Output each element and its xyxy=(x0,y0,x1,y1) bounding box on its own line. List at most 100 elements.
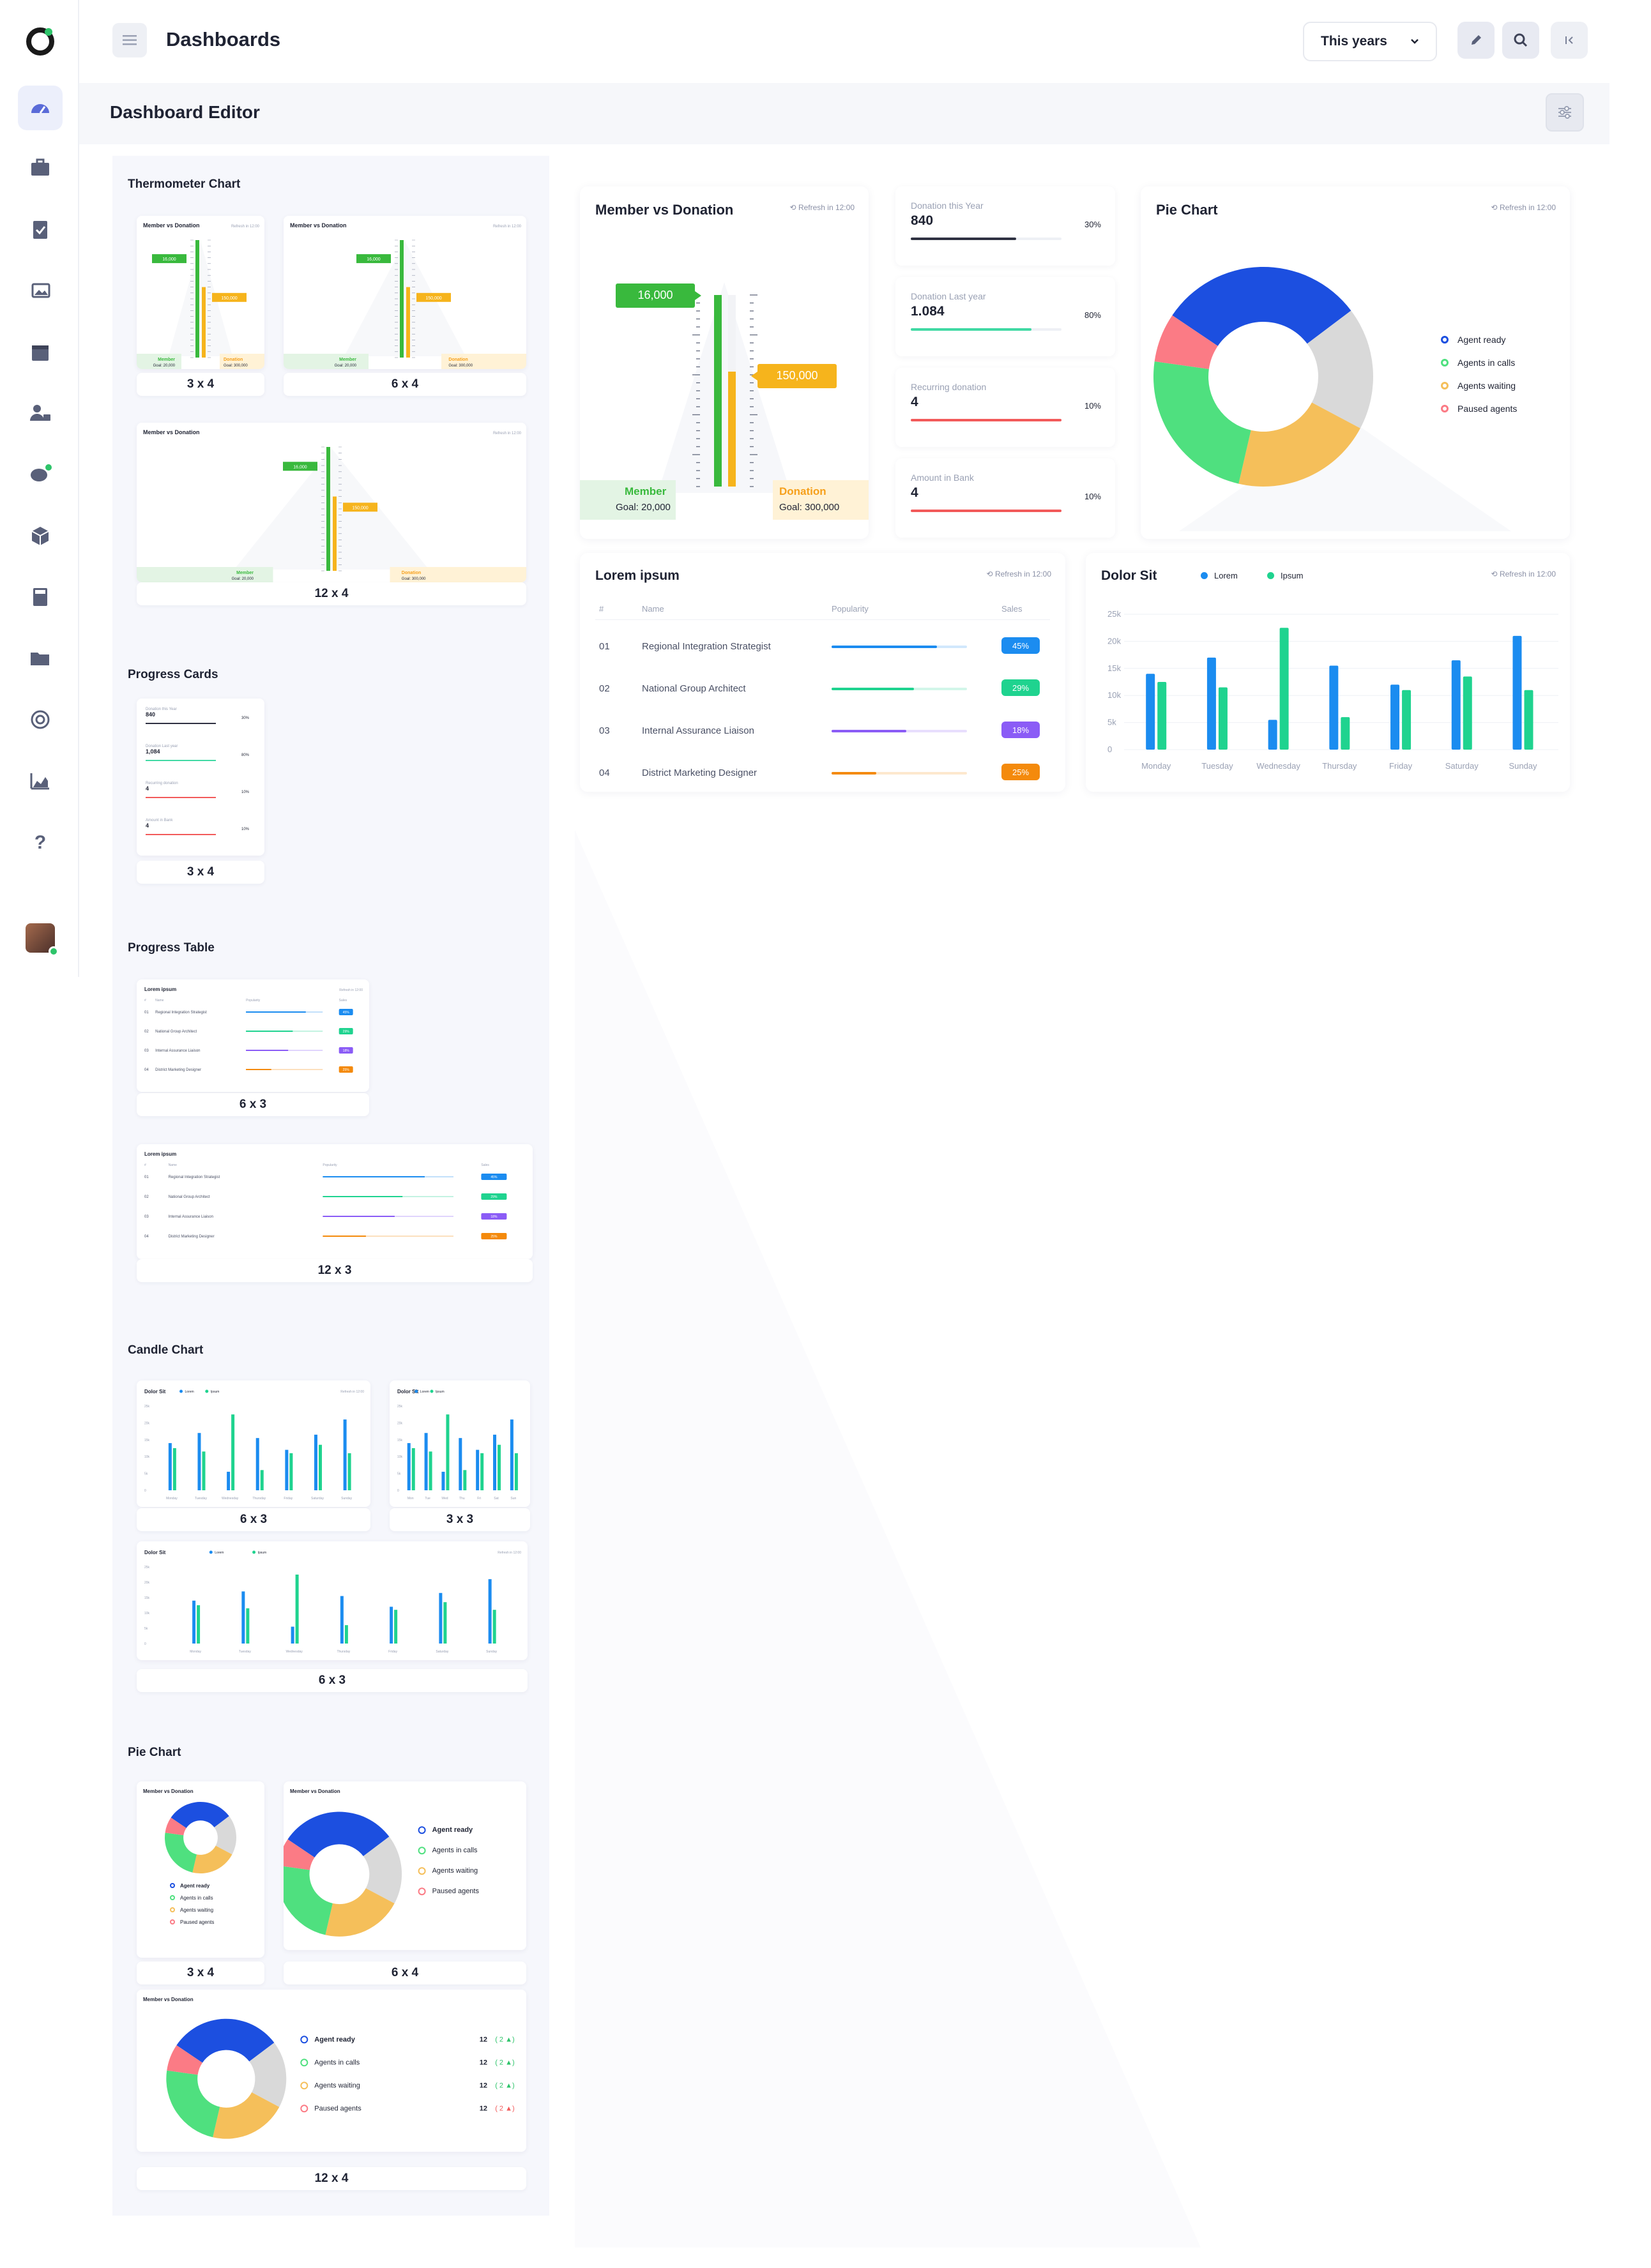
section-thermometer-chart: Thermometer Chart xyxy=(128,178,241,191)
avatar[interactable] xyxy=(26,923,59,956)
sidebar-item-gallery[interactable] xyxy=(18,268,63,313)
table-row[interactable]: 02 National Group Architect 29% xyxy=(599,678,1046,704)
progress-card[interactable]: Donation this Year 840 30% xyxy=(895,186,1115,266)
progress-card[interactable]: Amount in Bank 4 10% xyxy=(895,458,1115,538)
collapse-panel-button[interactable] xyxy=(1551,22,1588,59)
year-selector[interactable]: This years xyxy=(1303,22,1437,61)
thumb-thermometer-12x4[interactable]: Member vs Donation Refresh in 12:00 16,000… xyxy=(137,423,526,582)
x-tick-label: Sunday xyxy=(1509,761,1537,771)
sidebar-item-calendar[interactable] xyxy=(18,329,63,374)
search-button[interactable] xyxy=(1502,22,1539,59)
section-progress-cards: Progress Cards xyxy=(128,668,218,681)
thumb-candle-6x3[interactable]: Dolor Sit Lorem Ipsum Refresh in 12:00 25k 20… xyxy=(137,1380,370,1507)
bar-chart-widget[interactable]: Dolor Sit Lorem Ipsum ⟲ Refresh in 12:00… xyxy=(1086,553,1570,792)
thumb-x-tick: Mon xyxy=(407,1497,414,1501)
donation-goal: Goal: 300,000 xyxy=(779,502,840,513)
row-name: Regional Integration Strategist xyxy=(642,641,771,652)
thumb-progress-cards-3x4[interactable]: Donation this Year 840 30% Donation Last ye… xyxy=(137,699,264,856)
thermometer-widget[interactable]: Member vs Donation ⟲ Refresh in 12:00 16… xyxy=(580,186,869,539)
thumb-x-tick: Friday xyxy=(284,1497,293,1501)
thumb-legend: Lorem xyxy=(185,1390,194,1394)
thumb-x-tick: Tuesday xyxy=(239,1650,251,1654)
sidebar-item-chat[interactable] xyxy=(18,452,63,497)
progress-table-widget[interactable]: Lorem ipsum ⟲ Refresh in 12:00 # Name Po… xyxy=(580,553,1065,792)
progress-card[interactable]: Donation Last year 1.084 80% xyxy=(895,277,1115,356)
bar-chart-refresh[interactable]: ⟲ Refresh in 12:00 xyxy=(1491,570,1556,578)
col-num: # xyxy=(599,604,604,614)
thumb-candle-3x3[interactable]: Dolor Sit Lorem Ipsum 25k 20k 15k 10k 5k 0 Mon Tue… xyxy=(390,1380,530,1507)
thumb-title: Member vs Donation xyxy=(290,1788,340,1794)
table-row[interactable]: 01 Regional Integration Strategist 45% xyxy=(599,636,1046,662)
menu-toggle-button[interactable] xyxy=(112,23,147,57)
sidebar-item-clipboard[interactable] xyxy=(18,207,63,252)
thumb-size-label: 6 x 3 xyxy=(137,1093,369,1116)
sidebar-item-target[interactable] xyxy=(18,697,63,742)
pie-chart-refresh[interactable]: ⟲ Refresh in 12:00 xyxy=(1491,203,1556,212)
sidebar-item-box[interactable] xyxy=(18,513,63,558)
thumb-y-tick: 20k xyxy=(144,1421,150,1425)
progress-card[interactable]: Recurring donation 4 10% xyxy=(895,368,1115,447)
y-tick-label: 0 xyxy=(1107,745,1112,754)
edit-button[interactable] xyxy=(1457,22,1495,59)
thumb-legend: Lorem xyxy=(215,1551,224,1555)
x-tick-label: Thursday xyxy=(1322,761,1357,771)
progress-card-bar xyxy=(911,238,1061,240)
member-value: 16,000 xyxy=(637,289,673,301)
thumb-legend-label: Paused agents xyxy=(180,1919,214,1925)
bar xyxy=(1146,674,1155,750)
sidebar-item-users[interactable] xyxy=(18,391,63,435)
thermometer-refresh[interactable]: ⟲ Refresh in 12:00 xyxy=(790,203,855,212)
thumb-row-name: National Group Architect xyxy=(155,1030,197,1034)
table-row[interactable]: 04 District Marketing Designer 25% xyxy=(599,762,1046,788)
pie-chart-widget[interactable]: Pie Chart ⟲ Refresh in 12:00 Agent ready… xyxy=(1141,186,1570,539)
thumb-size-label: 12 x 3 xyxy=(137,1259,533,1282)
col-popularity: Popularity xyxy=(832,604,869,614)
bar xyxy=(1512,635,1522,750)
legend-dot xyxy=(1441,359,1449,367)
progress-card-percent: 30% xyxy=(1084,220,1101,229)
thumb-progress-table-12x3[interactable]: Lorem ipsum # Name Popularity Sales 01 Regiona… xyxy=(137,1144,533,1259)
thumb-sales-badge: 25% xyxy=(343,1068,350,1072)
thumb-legend-value: 12 xyxy=(480,2036,487,2043)
thumb-legend-change: ( 2 ▲) xyxy=(495,2059,514,2066)
donation-label: Donation xyxy=(779,485,826,497)
thumb-pie-12x4[interactable]: Member vs Donation Agent ready 12 ( 2 ▲) Age… xyxy=(137,1990,526,2152)
sidebar-item-calculator[interactable] xyxy=(18,575,63,619)
thumb-thermometer-6x4[interactable]: Member vs Donation Refresh in 12:00 16,000… xyxy=(284,216,526,369)
legend-dot xyxy=(1441,382,1449,389)
pie-legend-item: Agents waiting xyxy=(1441,381,1516,391)
thumb-legend-label: Agent ready xyxy=(314,2036,355,2043)
thumb-title: Member vs Donation xyxy=(143,1788,194,1794)
thumb-x-tick: Sun xyxy=(510,1497,516,1501)
thumb-pie-6x4[interactable]: Member vs Donation Agent ready Agents in c… xyxy=(284,1781,526,1950)
pie-slice xyxy=(166,2070,220,2138)
sidebar-item-folder[interactable] xyxy=(18,636,63,681)
sidebar-item-analytics[interactable] xyxy=(18,759,63,803)
thumb-donation-value: 150,000 xyxy=(221,296,237,301)
thumb-thermometer-3x4[interactable]: Member vs Donation Refresh in 12:00 16,000… xyxy=(137,216,264,369)
refresh-icon: ⟲ xyxy=(789,203,798,212)
filter-settings-button[interactable] xyxy=(1546,93,1584,132)
thumb-refresh: Refresh in 12:00 xyxy=(340,1390,364,1394)
x-tick-label: Saturday xyxy=(1445,761,1479,771)
sidebar-item-help[interactable]: ? xyxy=(18,820,63,865)
thumb-card-value: 4 xyxy=(146,822,149,829)
thumb-x-tick: Wednesday xyxy=(222,1497,239,1501)
pie-legend-label: Agents in calls xyxy=(1457,358,1516,368)
thumb-legend-label: Agents waiting xyxy=(314,2082,360,2089)
thumb-legend-change: ( 2 ▲) xyxy=(495,2105,514,2112)
thumb-progress-table-6x3[interactable]: Lorem ipsum Refresh in 12:00 # Name Populari… xyxy=(137,979,369,1092)
pie-slice xyxy=(249,2043,287,2107)
sidebar-item-dashboard[interactable] xyxy=(18,86,63,130)
thumb-pie-3x4[interactable]: Member vs Donation Agent ready Agents in c… xyxy=(137,1781,264,1958)
thumb-candle-6x3-wide[interactable]: Dolor Sit Lorem Ipsum Refresh in 12:00 25k 20… xyxy=(137,1541,528,1660)
online-status-dot xyxy=(49,946,59,956)
thumb-row-number: 04 xyxy=(144,1235,149,1239)
progress-table-refresh[interactable]: ⟲ Refresh in 12:00 xyxy=(987,570,1051,578)
table-row[interactable]: 03 Internal Assurance Liaison 18% xyxy=(599,720,1046,746)
sidebar-item-briefcase[interactable] xyxy=(18,146,63,190)
bar xyxy=(1218,687,1228,750)
progress-card-bar xyxy=(911,419,1061,421)
pie-slice xyxy=(214,1816,236,1855)
